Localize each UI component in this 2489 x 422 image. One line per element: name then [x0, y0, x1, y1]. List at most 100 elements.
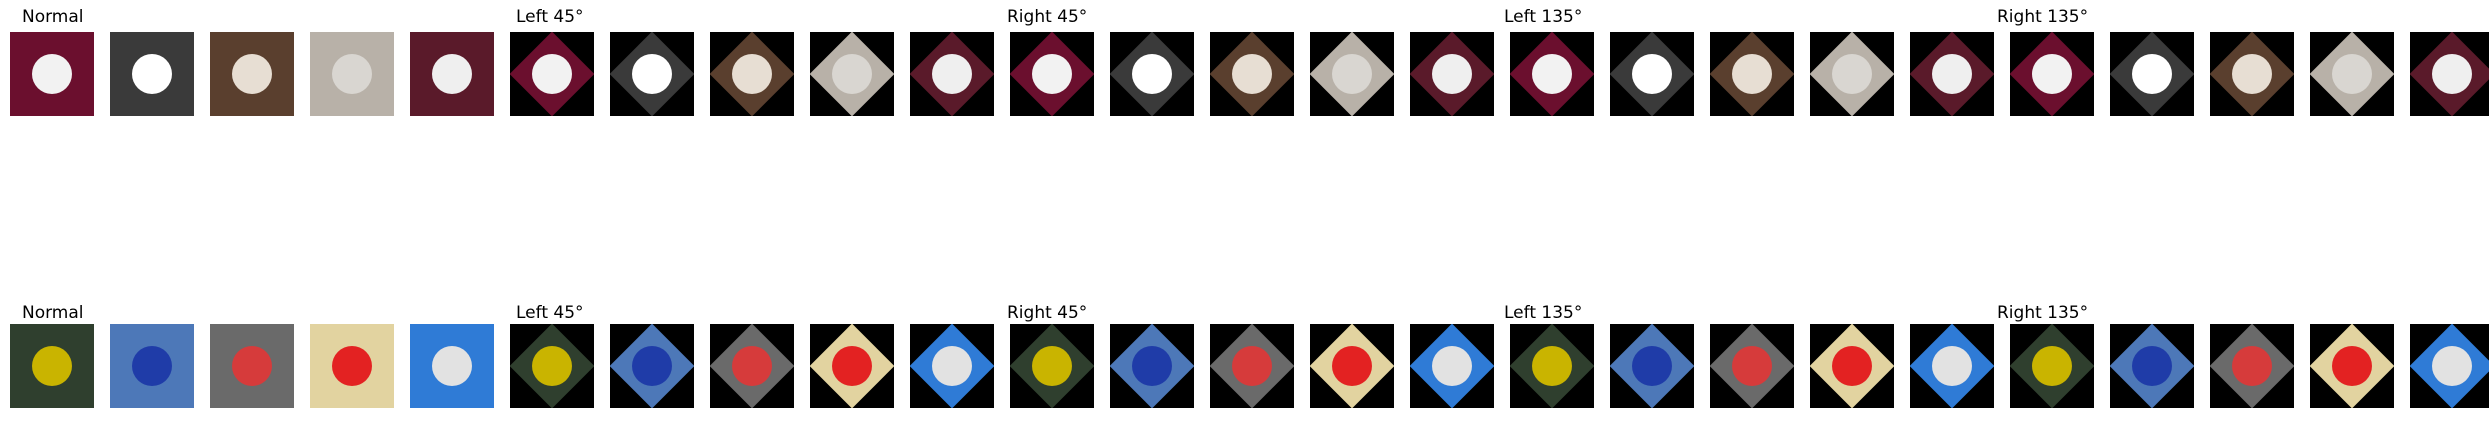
dog-tile-normal-5	[410, 32, 494, 116]
dog-tile-normal-4	[310, 32, 394, 116]
car-subject-4	[832, 346, 872, 386]
dog-row: Normal Left 45° Right 45° Left 135° Righ…	[0, 0, 2489, 130]
dog-image-normal-1	[10, 32, 94, 116]
car-subject-2	[1132, 346, 1172, 386]
dog-tile-left45-2	[610, 32, 694, 116]
dog-tile-right135-5	[2410, 32, 2489, 116]
car-tile-right135-2	[2110, 324, 2194, 408]
car-tile-normal-2	[110, 324, 194, 408]
car-tile-right135-5	[2410, 324, 2489, 408]
car-tile-normal-4	[310, 324, 394, 408]
dog-tile-left45-1	[510, 32, 594, 116]
dog-subject-1	[532, 54, 572, 94]
car-subject-3	[2232, 346, 2272, 386]
label-left-135-car: Left 135°	[1504, 303, 1583, 323]
dog-subject-3	[1732, 54, 1772, 94]
car-subject-2	[1632, 346, 1672, 386]
car-image-right135-2	[2110, 324, 2194, 408]
dog-image-left45-5	[910, 32, 994, 116]
car-tile-left45-1	[510, 324, 594, 408]
dog-image-right135-2	[2110, 32, 2194, 116]
car-image-right135-5	[2410, 324, 2489, 408]
car-subject-2	[632, 346, 672, 386]
car-image-normal-1	[10, 324, 94, 408]
car-subject-1	[532, 346, 572, 386]
dog-image-left135-3	[1710, 32, 1794, 116]
dog-image-left135-2	[1610, 32, 1694, 116]
dog-subject-2	[2132, 54, 2172, 94]
dog-image-right45-3	[1210, 32, 1294, 116]
dog-tile-right45-4	[1310, 32, 1394, 116]
car-image-left45-1	[510, 324, 594, 408]
dog-subject-5	[1932, 54, 1972, 94]
car-image-left135-1	[1510, 324, 1594, 408]
car-tile-right135-1	[2010, 324, 2094, 408]
dog-image-normal-4	[310, 32, 394, 116]
dog-tile-right135-3	[2210, 32, 2294, 116]
dog-tile-right45-5	[1410, 32, 1494, 116]
car-image-right135-1	[2010, 324, 2094, 408]
car-image-right45-1	[1010, 324, 1094, 408]
dog-tile-left135-3	[1710, 32, 1794, 116]
car-tile-left45-4	[810, 324, 894, 408]
dog-image-normal-2	[110, 32, 194, 116]
car-subject-3	[1732, 346, 1772, 386]
dog-subject-3	[232, 54, 272, 94]
dog-image-left45-2	[610, 32, 694, 116]
dog-image-right45-1	[1010, 32, 1094, 116]
car-tile-right135-3	[2210, 324, 2294, 408]
car-subject-1	[1032, 346, 1072, 386]
car-subject-1	[2032, 346, 2072, 386]
car-image-right45-2	[1110, 324, 1194, 408]
dog-tile-right45-3	[1210, 32, 1294, 116]
car-image-left135-3	[1710, 324, 1794, 408]
car-tile-right45-5	[1410, 324, 1494, 408]
car-subject-4	[1332, 346, 1372, 386]
dog-subject-4	[332, 54, 372, 94]
dog-tile-left45-3	[710, 32, 794, 116]
dog-subject-1	[32, 54, 72, 94]
dog-image-right135-4	[2310, 32, 2394, 116]
car-subject-5	[2432, 346, 2472, 386]
car-tile-left135-2	[1610, 324, 1694, 408]
car-subject-3	[232, 346, 272, 386]
car-subject-3	[732, 346, 772, 386]
car-tile-left135-5	[1910, 324, 1994, 408]
label-normal-car: Normal	[22, 303, 84, 323]
dog-subject-4	[832, 54, 872, 94]
car-tile-normal-1	[10, 324, 94, 408]
dog-tile-left45-4	[810, 32, 894, 116]
label-right-135-dog: Right 135°	[1997, 7, 2089, 27]
label-left-45-dog: Left 45°	[516, 7, 584, 27]
dog-image-right135-3	[2210, 32, 2294, 116]
dog-subject-3	[2232, 54, 2272, 94]
dog-image-right45-2	[1110, 32, 1194, 116]
dog-subject-1	[1032, 54, 1072, 94]
car-subject-5	[1932, 346, 1972, 386]
car-image-normal-2	[110, 324, 194, 408]
car-subject-4	[1832, 346, 1872, 386]
car-subject-5	[932, 346, 972, 386]
dog-image-right135-1	[2010, 32, 2094, 116]
car-subject-1	[32, 346, 72, 386]
dog-tile-left135-2	[1610, 32, 1694, 116]
dog-subject-5	[932, 54, 972, 94]
dog-subject-5	[1432, 54, 1472, 94]
car-image-left135-2	[1610, 324, 1694, 408]
car-tile-left45-2	[610, 324, 694, 408]
dog-subject-2	[632, 54, 672, 94]
car-image-left45-3	[710, 324, 794, 408]
label-normal-dog: Normal	[22, 7, 84, 27]
dog-image-normal-5	[410, 32, 494, 116]
dog-subject-1	[1532, 54, 1572, 94]
car-subject-2	[132, 346, 172, 386]
car-image-normal-4	[310, 324, 394, 408]
dog-tile-right45-1	[1010, 32, 1094, 116]
dog-image-left45-1	[510, 32, 594, 116]
dog-image-left45-4	[810, 32, 894, 116]
car-tile-left45-5	[910, 324, 994, 408]
car-tile-right135-4	[2310, 324, 2394, 408]
dog-tile-right135-1	[2010, 32, 2094, 116]
dog-subject-2	[1132, 54, 1172, 94]
car-row: Normal Left 45° Right 45° Left 135° Righ…	[0, 292, 2489, 422]
